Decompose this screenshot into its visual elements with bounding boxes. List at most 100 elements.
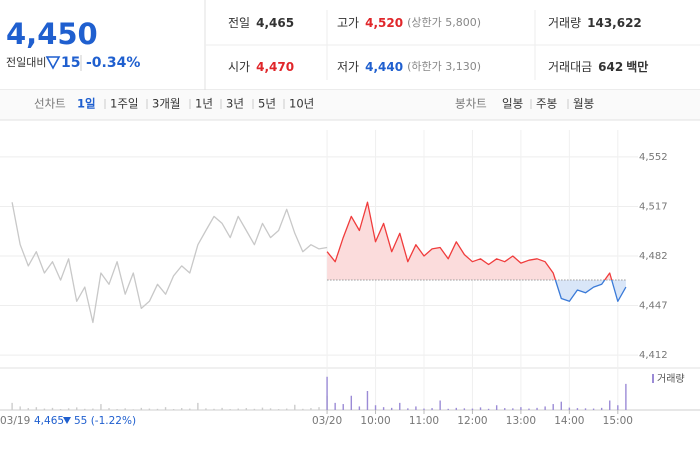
volume-bar [59,409,62,410]
volume-bar [148,408,151,410]
tab[interactable]: 5년 [258,97,276,111]
volume-bar [447,408,449,410]
stat-value: 4,465 [256,16,294,30]
tab[interactable]: 3년 [226,97,244,111]
volume-bar [116,409,118,410]
volume-bar [245,408,248,410]
volume-bar [576,408,579,410]
tab-group-label: 봉차트 [455,97,487,111]
tab[interactable]: 월봉 [573,97,594,111]
y-tick-label: 4,552 [639,152,668,163]
volume-bar [205,408,207,410]
down-arrow [45,56,61,70]
tab[interactable]: 10년 [289,97,314,111]
volume-bar [172,409,175,410]
x-tick-label: 10:00 [360,415,390,427]
volume-bar [253,408,256,410]
tab[interactable]: 1일 [77,97,96,111]
stat-value: 4,470 [256,60,294,74]
stat: 시가 4,470 [228,60,294,74]
tab[interactable]: 1년 [195,97,213,111]
volume-bar [237,408,239,410]
volume-bar [584,408,587,410]
volume-bar [552,404,554,410]
volume-bar [318,407,320,410]
volume-bar [27,408,29,410]
volume-bar [302,408,304,410]
stat-value: 642 [598,60,623,74]
stat-unit: 백만 [626,59,648,74]
volume-bar [423,408,425,410]
down-arrow [63,417,71,424]
tab-bar [0,90,700,120]
volume-bar [528,408,530,410]
tab[interactable]: 일봉 [502,97,523,111]
tab[interactable]: 1주일 [110,97,138,111]
volume-bar [479,407,482,410]
prev-change: 55 (-1.22%) [74,415,136,427]
volume-bar [431,408,433,410]
volume-bar [326,376,328,410]
volume-bar [471,408,474,410]
volume-bar [407,408,409,410]
volume-bar [229,409,231,410]
stat: 거래량 143,622 [548,16,642,30]
current-price: 4,450 [6,17,98,51]
volume-bar [221,407,223,410]
tab[interactable]: 3개월 [152,97,180,111]
volume-bar [132,409,134,410]
volume-bar [374,405,377,410]
volume-bar [544,406,546,410]
change-value: 15 [61,55,80,71]
volume-bar [495,405,498,410]
change-label: 전일대비 [6,55,46,69]
volume-bar [35,407,38,410]
volume-bar [261,407,264,410]
volume-bar [269,408,272,410]
volume-bar [108,408,110,410]
volume-bar [568,407,571,410]
price-chart: 4,412 4,447 4,482 4,517 4,552 03/20 10:00 11:00… [0,130,700,427]
volume-bar [625,383,627,410]
stat-value: 143,622 [587,16,642,30]
volume-bar [512,408,514,410]
volume-bar [536,407,538,410]
stat-label: 시가 [228,60,250,74]
volume-bar [342,404,344,410]
volume-bar [277,409,280,410]
stat-note: (상한가 5,800) [407,16,481,29]
volume-bar [390,407,393,410]
volume-bar [399,402,401,410]
volume-bar [294,404,296,410]
volume-bar [76,407,78,410]
stat-value: 4,440 [365,60,403,74]
tabs: 1일 1주일 3개월 1년 3년 5년 10년 일봉 주봉 월봉 [77,97,594,111]
prev-price: 4,465 [34,415,64,427]
volume-bar [350,395,353,410]
volume-bar [67,408,70,410]
volume-bar [285,408,288,410]
volume-bar [189,408,191,410]
y-tick-label: 4,517 [639,201,668,212]
y-tick-label: 4,447 [639,301,668,312]
x-tick-label: 03/20 [312,415,342,427]
x-tick-label: 14:00 [554,415,584,427]
volume-bar [334,402,336,410]
volume-bar [84,408,86,410]
volume-bar [366,391,369,410]
price-line [11,202,328,324]
volume-bar [43,408,46,410]
volume-bar [164,407,167,410]
volume-bar [124,408,126,410]
prev-date: 03/19 [0,415,30,427]
tab-group-label: 선차트 [34,97,66,111]
stat-value: 4,520 [365,16,403,30]
tab[interactable]: 주봉 [536,97,557,111]
volume-bar [156,408,159,410]
volume-bar [140,407,143,410]
volume-bar [11,402,13,410]
price-line [326,201,627,302]
stat-label: 거래량 [548,16,581,30]
stat: 저가 4,440 (하한가 3,130) [337,59,481,74]
x-tick-label: 15:00 [603,415,633,427]
